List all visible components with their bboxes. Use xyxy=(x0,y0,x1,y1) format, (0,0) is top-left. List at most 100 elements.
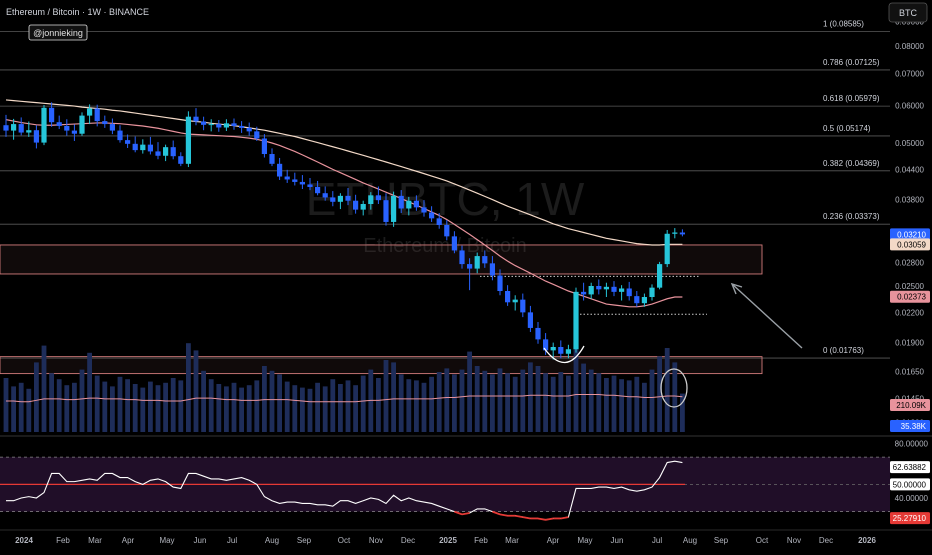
rsi-value-label: 25.27910 xyxy=(893,514,927,523)
volume-label-bg xyxy=(890,420,930,432)
time-tick-label: Apr xyxy=(122,536,135,545)
price-tick-label: 0.03800 xyxy=(895,196,924,205)
currency-button-label[interactable]: BTC xyxy=(899,8,918,18)
volume-bar xyxy=(345,380,351,432)
time-tick-label: Nov xyxy=(787,536,801,545)
volume-bar xyxy=(573,346,579,432)
candle-body xyxy=(505,291,511,303)
time-tick-label: Feb xyxy=(56,536,70,545)
volume-bar xyxy=(110,386,115,432)
volume-bar xyxy=(284,381,290,432)
volume-bar xyxy=(34,362,39,432)
price-label-bg xyxy=(890,238,930,251)
candle-body xyxy=(368,195,374,205)
volume-bar xyxy=(680,393,685,432)
volume-bar xyxy=(619,379,624,432)
volume-bar xyxy=(262,366,267,432)
volume-bar xyxy=(505,373,510,432)
candle-body xyxy=(170,147,176,157)
rsi-pane xyxy=(0,456,890,521)
time-tick-label: Nov xyxy=(369,536,383,545)
candle-body xyxy=(421,207,427,213)
candle-body xyxy=(497,275,503,292)
volume-bar xyxy=(642,382,647,432)
candle-body xyxy=(322,193,328,198)
candle-body xyxy=(467,264,473,269)
time-tick-label: Oct xyxy=(338,536,351,545)
volume-bar xyxy=(246,385,252,432)
time-tick-label: 2026 xyxy=(858,536,876,545)
candle-body xyxy=(345,195,351,201)
volume-bar xyxy=(360,375,366,432)
candle-body xyxy=(102,121,108,125)
volume-bar xyxy=(383,360,389,432)
volume-bar xyxy=(444,368,450,432)
candle-body xyxy=(109,124,115,131)
price-tick-label: 0.01650 xyxy=(895,368,924,377)
currency-button[interactable] xyxy=(888,2,928,23)
time-tick-label: May xyxy=(159,536,174,545)
volume-bar xyxy=(512,376,518,432)
volume-bar xyxy=(170,378,176,432)
candle-body xyxy=(94,108,100,122)
rsi-oversold-segment xyxy=(545,517,554,521)
candle-body xyxy=(337,195,343,202)
candle-body xyxy=(261,138,267,155)
rsi-oversold-segment xyxy=(461,512,470,516)
time-tick-label: 2024 xyxy=(15,536,33,545)
author-tag-box xyxy=(28,24,88,41)
volume-bar xyxy=(125,379,130,432)
volume-bar xyxy=(72,382,77,432)
price-label-bg xyxy=(890,228,930,241)
volume-bar xyxy=(391,362,396,432)
fibonacci-levels: 1 (0.08585) 0.786 (0.07125) 0.618 (0.05979… xyxy=(0,19,890,359)
price-tick-label: 0.02500 xyxy=(895,282,924,291)
candle-body xyxy=(436,218,442,225)
candle-body xyxy=(254,131,260,139)
volume-bar xyxy=(94,375,100,432)
price-tick-label: 0.07000 xyxy=(895,70,924,79)
volume-bar xyxy=(550,376,556,432)
volume-label: 210.09K xyxy=(896,401,926,410)
volume-bar xyxy=(634,376,640,432)
time-tick-label: Jun xyxy=(194,536,207,545)
volume-bar xyxy=(398,374,404,432)
candle-body xyxy=(634,296,640,304)
volume-bar xyxy=(596,373,602,432)
volume-bar xyxy=(216,384,222,432)
time-tick-label: May xyxy=(577,536,592,545)
volume-bar xyxy=(657,356,662,432)
candle-body xyxy=(284,176,290,180)
volume-bar xyxy=(193,350,199,432)
volume-bar xyxy=(117,376,123,432)
candle-body xyxy=(398,195,404,209)
time-tick-label: Oct xyxy=(756,536,769,545)
candle-body xyxy=(391,195,397,222)
candle-body xyxy=(163,147,169,156)
candle-body xyxy=(26,130,32,133)
candle-body xyxy=(299,181,305,185)
time-tick-label: Sep xyxy=(297,536,312,545)
volume-bar xyxy=(672,362,678,432)
volume-bar xyxy=(300,387,305,432)
time-tick-label: Feb xyxy=(474,536,488,545)
ma-short-line xyxy=(5,119,683,308)
time-tick-label: Dec xyxy=(819,536,833,545)
arrow-annotation xyxy=(731,283,803,349)
candle-body xyxy=(429,212,435,219)
volume-bar xyxy=(528,362,533,432)
candle-body xyxy=(581,291,587,295)
volume-bar xyxy=(79,369,85,432)
candle-body xyxy=(56,122,62,126)
candle-body xyxy=(246,127,252,132)
candle-body xyxy=(451,236,457,251)
volume-bar xyxy=(11,386,16,432)
candle-body xyxy=(269,154,275,164)
volume-bar xyxy=(307,388,313,432)
volume-bar xyxy=(64,385,70,432)
time-tick-label: Apr xyxy=(547,536,560,545)
rsi-oversold-segment xyxy=(492,510,501,516)
volume-bar xyxy=(186,343,191,432)
